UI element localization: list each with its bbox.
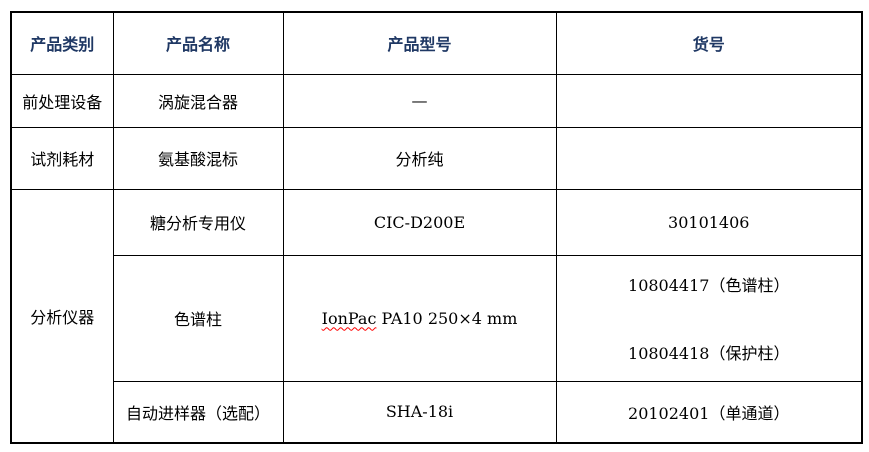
cell-row1-category: 前处理设备 (10, 73, 114, 128)
table-row-pretreatment: 前处理设备 涡旋混合器 — (10, 73, 863, 128)
table-row-sugar-analyzer: 分析仪器 糖分析专用仪 CIC-D200E 30101406 (10, 188, 863, 444)
cell-row5-model: SHA-18i (282, 380, 557, 444)
cell-row1-name: 涡旋混合器 (112, 73, 284, 128)
cell-row2-model: 分析纯 (282, 126, 557, 190)
table-row-reagent: 试剂耗材 氨基酸混标 分析纯 (10, 126, 863, 190)
header-cell-name: 产品名称 (112, 11, 284, 75)
table-row-column: 色谱柱 IonPac PA10 250×4 mm 10804417（色谱柱） 1… (11, 254, 863, 382)
cell-row3-code: 30101406 (555, 188, 863, 256)
cell-row1-code-empty (555, 73, 863, 128)
header-row: 产品类别 产品名称 产品型号 货号 (10, 11, 863, 75)
cell-row3-name: 糖分析专用仪 (112, 188, 284, 256)
cell-row2-name: 氨基酸混标 (112, 126, 284, 190)
cell-row3-model: CIC-D200E (282, 188, 557, 256)
header-cell-code: 货号 (555, 11, 863, 75)
cell-row4-model-rest: PA10 250×4 mm (376, 308, 518, 328)
cell-row4-name: 色谱柱 (112, 254, 284, 382)
document-area: 产品类别 产品名称 产品型号 货号 前处理设备 涡旋混合器 — 试剂耗材 氨基酸… (10, 11, 863, 444)
cell-row1-model: — (282, 73, 557, 128)
header-cell-model: 产品型号 (282, 11, 557, 75)
header-cell-category: 产品类别 (10, 11, 114, 75)
cell-merged-category-instrument: 分析仪器 (10, 188, 114, 444)
cell-row4-code-line2: 10804418（保护柱） (628, 344, 790, 363)
table-row-autosampler: 自动进样器（选配） SHA-18i 20102401（单通道） (11, 380, 863, 444)
cell-row2-code-empty (555, 126, 863, 190)
cell-row4-code: 10804417（色谱柱） 10804418（保护柱） (555, 254, 863, 382)
cell-row4-code-line1: 10804417（色谱柱） (628, 276, 790, 295)
cell-row2-category: 试剂耗材 (10, 126, 114, 190)
cell-row5-code: 20102401（单通道） (555, 380, 863, 444)
cell-row5-name: 自动进样器（选配） (112, 380, 284, 444)
spellcheck-underlined-word: IonPac (321, 308, 377, 328)
cell-row4-model: IonPac PA10 250×4 mm (282, 254, 557, 382)
product-spec-table: 产品类别 产品名称 产品型号 货号 前处理设备 涡旋混合器 — 试剂耗材 氨基酸… (10, 11, 863, 444)
